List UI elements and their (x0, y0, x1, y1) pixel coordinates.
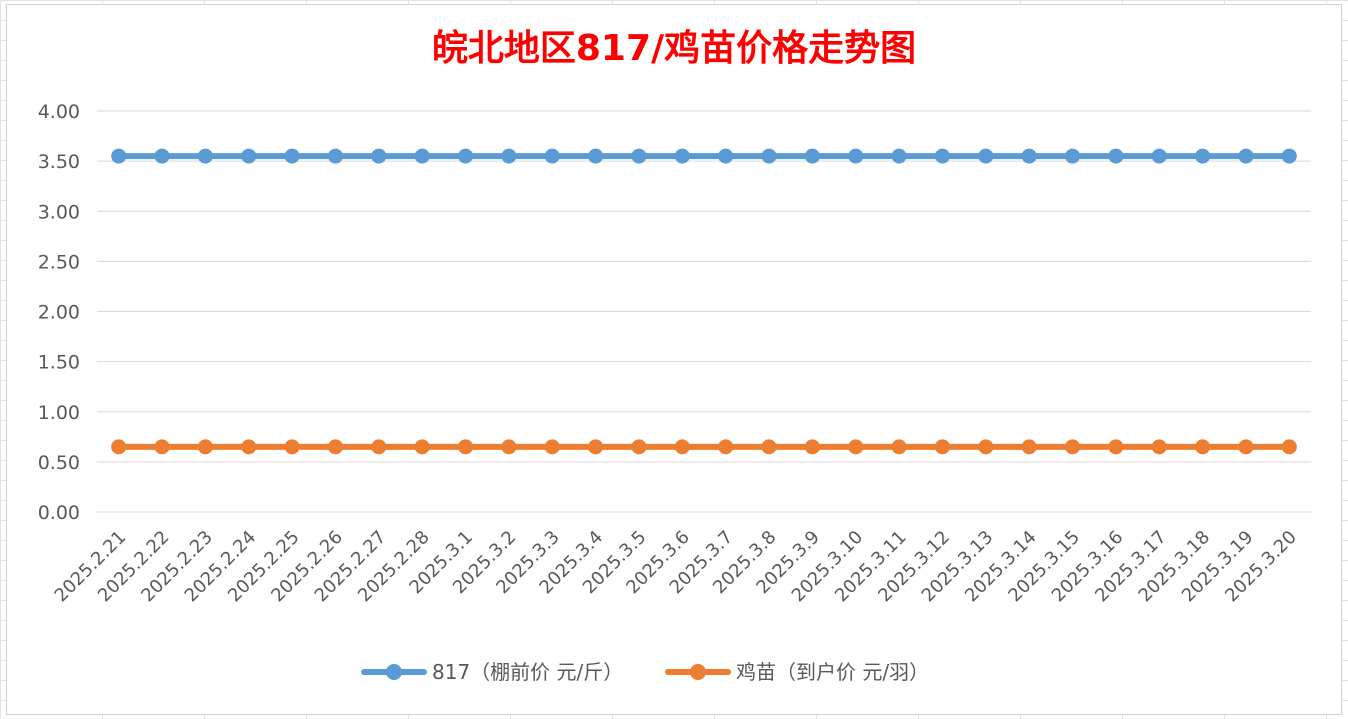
data-point[interactable] (978, 439, 994, 455)
legend-item-1[interactable]: 817（棚前价 元/斤） (361, 660, 623, 684)
data-point[interactable] (1195, 439, 1211, 455)
legend-item-2[interactable]: 鸡苗（到户价 元/羽） (665, 660, 929, 684)
data-point[interactable] (674, 148, 690, 164)
data-point[interactable] (761, 439, 777, 455)
data-point[interactable] (588, 148, 604, 164)
chart-title: 皖北地区817/鸡苗价格走势图 (432, 28, 916, 69)
data-point[interactable] (111, 439, 127, 455)
data-point[interactable] (111, 148, 127, 164)
data-point[interactable] (631, 148, 647, 164)
data-point[interactable] (891, 148, 907, 164)
data-point[interactable] (718, 439, 734, 455)
data-point[interactable] (327, 439, 343, 455)
y-tick-label: 0.00 (38, 502, 80, 524)
legend-label: 鸡苗（到户价 元/羽） (736, 660, 929, 684)
data-point[interactable] (978, 148, 994, 164)
data-point[interactable] (804, 148, 820, 164)
y-tick-label: 2.00 (38, 302, 80, 324)
y-tick-label: 0.50 (38, 452, 80, 474)
x-axis-ticks: 2025.2.212025.2.222025.2.232025.2.242025… (51, 527, 1301, 607)
data-point[interactable] (804, 439, 820, 455)
data-point[interactable] (934, 148, 950, 164)
data-point[interactable] (1195, 148, 1211, 164)
data-point[interactable] (674, 439, 690, 455)
data-point[interactable] (501, 148, 517, 164)
data-point[interactable] (934, 439, 950, 455)
legend-marker (690, 664, 706, 680)
data-point[interactable] (1021, 439, 1037, 455)
data-point[interactable] (154, 148, 170, 164)
data-point[interactable] (197, 439, 213, 455)
series-layer (111, 148, 1297, 455)
data-point[interactable] (544, 148, 560, 164)
y-tick-label: 3.50 (38, 151, 80, 173)
data-point[interactable] (1065, 439, 1081, 455)
data-point[interactable] (1021, 148, 1037, 164)
y-tick-label: 1.50 (38, 352, 80, 374)
data-point[interactable] (284, 148, 300, 164)
data-point[interactable] (848, 439, 864, 455)
y-tick-label: 3.00 (38, 201, 80, 223)
data-point[interactable] (588, 439, 604, 455)
series-2 (111, 439, 1297, 455)
data-point[interactable] (197, 148, 213, 164)
data-point[interactable] (1065, 148, 1081, 164)
data-point[interactable] (761, 148, 777, 164)
y-tick-label: 1.00 (38, 402, 80, 424)
series-1 (111, 148, 1297, 164)
gridlines (97, 110, 1311, 513)
data-point[interactable] (544, 439, 560, 455)
data-point[interactable] (848, 148, 864, 164)
data-point[interactable] (631, 439, 647, 455)
data-point[interactable] (371, 148, 387, 164)
data-point[interactable] (1151, 439, 1167, 455)
data-point[interactable] (414, 439, 430, 455)
legend-marker (386, 664, 402, 680)
data-point[interactable] (284, 439, 300, 455)
data-point[interactable] (1108, 148, 1124, 164)
chart-frame[interactable] (6, 4, 1342, 715)
legend: 817（棚前价 元/斤） 鸡苗（到户价 元/羽） (361, 660, 929, 684)
data-point[interactable] (458, 439, 474, 455)
data-point[interactable] (1151, 148, 1167, 164)
data-point[interactable] (1108, 439, 1124, 455)
data-point[interactable] (1281, 148, 1297, 164)
data-point[interactable] (154, 439, 170, 455)
data-point[interactable] (891, 439, 907, 455)
data-point[interactable] (371, 439, 387, 455)
data-point[interactable] (458, 148, 474, 164)
data-point[interactable] (327, 148, 343, 164)
y-axis-ticks: 0.00 0.50 1.00 1.50 2.00 2.50 3.00 3.50 4.00 (38, 101, 80, 524)
data-point[interactable] (1238, 439, 1254, 455)
data-point[interactable] (718, 148, 734, 164)
y-tick-label: 4.00 (38, 101, 80, 123)
data-point[interactable] (241, 439, 257, 455)
data-point[interactable] (241, 148, 257, 164)
data-point[interactable] (501, 439, 517, 455)
legend-label: 817（棚前价 元/斤） (432, 660, 623, 684)
data-point[interactable] (1281, 439, 1297, 455)
data-point[interactable] (414, 148, 430, 164)
data-point[interactable] (1238, 148, 1254, 164)
y-tick-label: 2.50 (38, 251, 80, 273)
